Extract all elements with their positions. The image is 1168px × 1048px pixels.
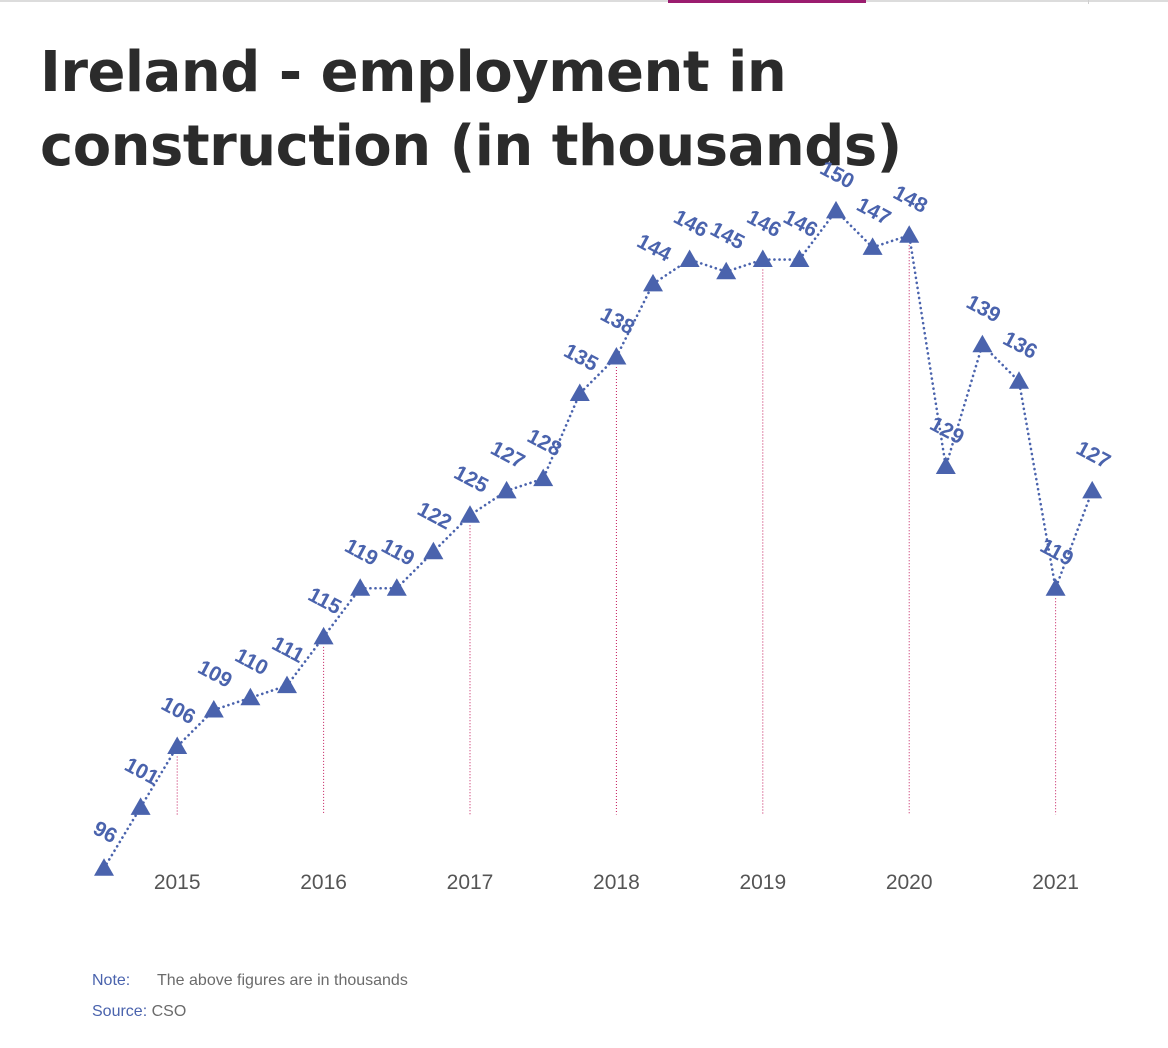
data-point-marker	[569, 383, 590, 401]
data-label: 146	[780, 205, 822, 242]
data-point-marker	[716, 261, 737, 280]
data-label: 144	[633, 230, 675, 267]
data-point-marker	[826, 200, 846, 219]
data-point-marker	[643, 273, 663, 292]
data-label: 127	[1072, 437, 1114, 474]
data-point-marker	[496, 480, 517, 499]
note-label: Note:	[92, 972, 131, 989]
data-label: 145	[706, 218, 748, 255]
data-markers	[94, 200, 1103, 876]
x-axis-tick-labels: 2015 2016 2017 2018 2019 2020 2021	[154, 871, 1079, 894]
data-label: 135	[560, 339, 602, 376]
data-label: 129	[926, 412, 968, 449]
data-label: 96	[89, 817, 120, 848]
data-point-marker	[240, 687, 261, 706]
data-point-marker	[862, 237, 883, 255]
data-point-marker	[972, 334, 993, 353]
x-tick-label: 2016	[300, 871, 347, 894]
data-point-marker	[386, 578, 407, 596]
year-guidelines	[176, 245, 1057, 815]
data-label: 146	[670, 205, 712, 242]
x-tick-label: 2018	[593, 871, 640, 894]
data-point-marker	[167, 736, 188, 754]
top-tab-indicator	[668, 0, 866, 3]
series-line-group	[102, 209, 1094, 870]
data-point-marker	[1009, 371, 1029, 389]
data-label: 106	[157, 692, 199, 729]
data-point-marker	[277, 675, 297, 694]
x-tick-label: 2019	[739, 871, 786, 894]
data-point-marker	[679, 249, 700, 268]
data-point-marker	[460, 505, 480, 523]
data-point-marker	[313, 626, 334, 645]
chart-note: Note: The above figures are in thousands	[92, 972, 408, 990]
data-point-marker	[423, 541, 444, 560]
data-point-marker	[899, 225, 920, 243]
chart-title: Ireland - employment in construction (in…	[40, 40, 902, 179]
x-tick-label: 2017	[447, 871, 494, 894]
source-label: Source:	[92, 1003, 148, 1020]
data-point-marker	[1082, 480, 1103, 499]
data-point-marker	[1045, 578, 1066, 596]
source-text: CSO	[151, 1003, 187, 1020]
data-point-marker	[935, 456, 956, 475]
data-label: 147	[853, 193, 895, 230]
data-label: 127	[487, 437, 529, 474]
data-label: 138	[597, 303, 639, 340]
data-label: 115	[304, 583, 345, 619]
x-tick-label: 2015	[154, 871, 201, 894]
data-point-marker	[533, 468, 554, 487]
note-text: The above figures are in thousands	[157, 972, 408, 989]
data-point-marker	[606, 346, 627, 365]
data-label: 139	[963, 291, 1005, 328]
data-point-marker	[130, 797, 151, 815]
data-label: 148	[889, 181, 931, 218]
data-label: 150	[816, 157, 858, 194]
data-point-marker	[752, 249, 773, 268]
data-label: 146	[743, 205, 785, 242]
data-label: 119	[377, 534, 418, 570]
data-label: 122	[414, 498, 456, 535]
data-point-marker	[94, 858, 114, 876]
series-line	[102, 209, 1094, 870]
data-label: 111	[268, 632, 308, 668]
data-label: 119	[341, 534, 382, 570]
data-label: 128	[523, 425, 565, 462]
top-rule	[0, 0, 1168, 2]
data-label: 109	[194, 656, 236, 693]
data-point-marker	[350, 578, 371, 596]
chart-source: Source: CSO	[92, 1003, 186, 1021]
data-point-marker	[789, 249, 810, 268]
data-point-marker	[203, 699, 224, 718]
data-label: 101	[121, 753, 163, 790]
data-label: 136	[999, 327, 1041, 364]
data-label: 110	[231, 644, 272, 680]
top-divider-tick	[1088, 0, 1089, 4]
data-label: 119	[1036, 534, 1077, 570]
data-label: 125	[450, 461, 492, 498]
x-tick-label: 2020	[886, 871, 933, 894]
data-labels: 9610110610911011111511911912212512712813…	[89, 157, 1114, 848]
x-tick-label: 2021	[1032, 871, 1079, 894]
